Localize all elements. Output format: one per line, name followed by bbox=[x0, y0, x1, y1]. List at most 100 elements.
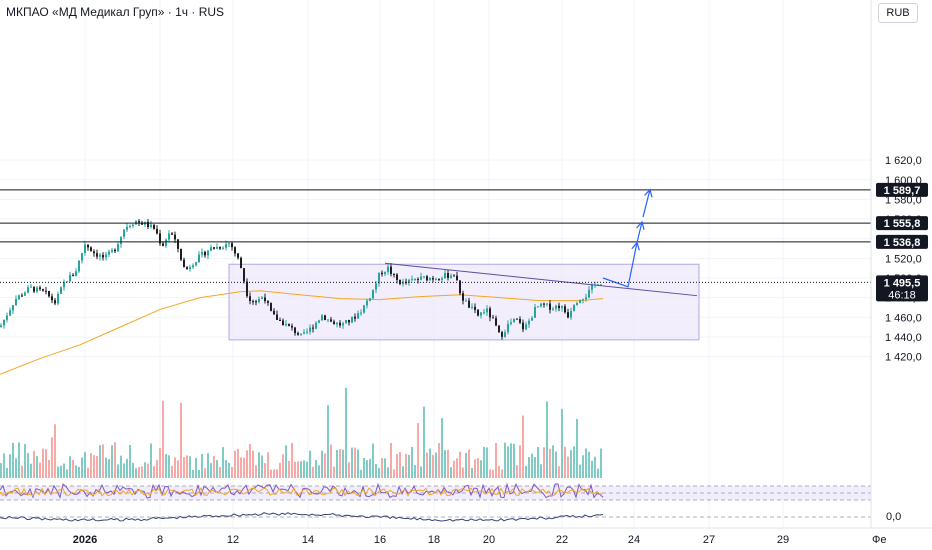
candle-body bbox=[477, 309, 479, 316]
volume-bar bbox=[591, 460, 593, 478]
rsi-pane bbox=[0, 482, 871, 501]
candle-body bbox=[339, 322, 341, 326]
volume-bar bbox=[492, 469, 494, 478]
candle-body bbox=[219, 246, 221, 249]
candle-body bbox=[291, 325, 293, 328]
volume-bar bbox=[120, 455, 122, 478]
volume-bar bbox=[273, 469, 275, 478]
volume-bar bbox=[240, 457, 242, 478]
volume-bar bbox=[195, 457, 197, 478]
volume-bar bbox=[486, 447, 488, 478]
time-tick-label: 16 bbox=[374, 534, 386, 546]
candle-body bbox=[33, 286, 35, 292]
volume-bar bbox=[402, 466, 404, 478]
candle-body bbox=[327, 319, 329, 321]
volume-bar bbox=[105, 457, 107, 478]
level-badge-label: 1 536,8 bbox=[884, 237, 921, 249]
volume-bar bbox=[564, 446, 566, 478]
volume-bar bbox=[132, 462, 134, 478]
volume-bar bbox=[567, 456, 569, 478]
candle-body bbox=[258, 298, 260, 303]
candle-body bbox=[396, 274, 398, 280]
volume-bar bbox=[51, 437, 53, 478]
volume-bar bbox=[378, 468, 380, 478]
projection-arrow[interactable] bbox=[602, 242, 638, 288]
volume-bar bbox=[234, 450, 236, 478]
candle-body bbox=[411, 279, 413, 281]
candle-body bbox=[522, 322, 524, 330]
candle-body bbox=[30, 286, 32, 288]
candle-body bbox=[204, 251, 206, 256]
candle-body bbox=[57, 293, 59, 304]
projection-arrow[interactable] bbox=[636, 221, 643, 243]
volume-bar bbox=[531, 453, 533, 478]
volume-bar bbox=[432, 454, 434, 478]
volume-bar bbox=[324, 453, 326, 478]
candle-body bbox=[525, 324, 527, 330]
candle-body bbox=[378, 272, 380, 284]
volume-bar bbox=[411, 446, 413, 478]
candle-body bbox=[519, 318, 521, 323]
candle-body bbox=[306, 331, 308, 333]
candle-body bbox=[189, 267, 191, 269]
candle-body bbox=[372, 289, 374, 299]
volume-bar bbox=[399, 452, 401, 478]
volume-bar bbox=[444, 450, 446, 478]
volume-bars bbox=[0, 387, 602, 478]
candle-body bbox=[75, 271, 77, 276]
volume-bar bbox=[57, 466, 59, 478]
price-tick-label: 1 580,0 bbox=[885, 194, 922, 206]
horizontal-levels[interactable] bbox=[0, 189, 871, 243]
candle-body bbox=[360, 312, 362, 314]
volume-bar bbox=[453, 460, 455, 478]
volume-bar bbox=[246, 450, 248, 478]
volume-bar bbox=[372, 443, 374, 478]
consolidation-rectangle[interactable] bbox=[228, 263, 700, 341]
candle-body bbox=[6, 315, 8, 320]
volume-bar bbox=[543, 447, 545, 478]
candle-body bbox=[165, 239, 167, 246]
volume-bar bbox=[600, 448, 602, 478]
currency-button[interactable]: RUB bbox=[878, 3, 918, 23]
volume-bar bbox=[168, 455, 170, 478]
candle-body bbox=[207, 250, 209, 256]
candle-body bbox=[93, 251, 95, 254]
volume-bar bbox=[108, 459, 110, 478]
candle-body bbox=[84, 244, 86, 253]
candle-body bbox=[12, 305, 14, 311]
volume-bar bbox=[549, 448, 551, 478]
candle-body bbox=[81, 252, 83, 261]
candle-body bbox=[318, 320, 320, 323]
price-tick-label: 1 440,0 bbox=[885, 332, 922, 344]
candle-body bbox=[138, 221, 140, 223]
volume-bar bbox=[48, 459, 50, 478]
volume-bar bbox=[285, 445, 287, 478]
volume-bar bbox=[9, 454, 11, 478]
candle-body bbox=[501, 332, 503, 337]
candle-body bbox=[252, 301, 254, 303]
descending-trendline[interactable] bbox=[384, 262, 698, 297]
candle-body bbox=[537, 306, 539, 308]
volume-bar bbox=[447, 449, 449, 478]
volume-bar bbox=[456, 458, 458, 478]
volume-bar bbox=[510, 443, 512, 478]
volume-bar bbox=[504, 442, 506, 478]
volume-bar bbox=[174, 457, 176, 478]
projection-arrows[interactable] bbox=[602, 188, 653, 288]
volume-bar bbox=[501, 469, 503, 478]
candle-body bbox=[117, 244, 119, 252]
time-tick-label: 18 bbox=[428, 534, 440, 546]
volume-bar bbox=[489, 469, 491, 478]
time-axis[interactable]: 2026 8 12 14 16 18 20 22 24 27 29 Фе bbox=[0, 527, 932, 546]
volume-bar bbox=[300, 461, 302, 478]
candle-body bbox=[417, 279, 419, 281]
candle-body bbox=[588, 289, 590, 298]
price-axis[interactable] bbox=[870, 0, 932, 528]
projection-arrow[interactable] bbox=[642, 189, 651, 218]
candle-body bbox=[531, 317, 533, 321]
last-price-badge bbox=[876, 275, 928, 302]
volume-bar bbox=[576, 418, 578, 478]
volume-bar bbox=[222, 447, 224, 478]
volume-bar bbox=[297, 461, 299, 478]
